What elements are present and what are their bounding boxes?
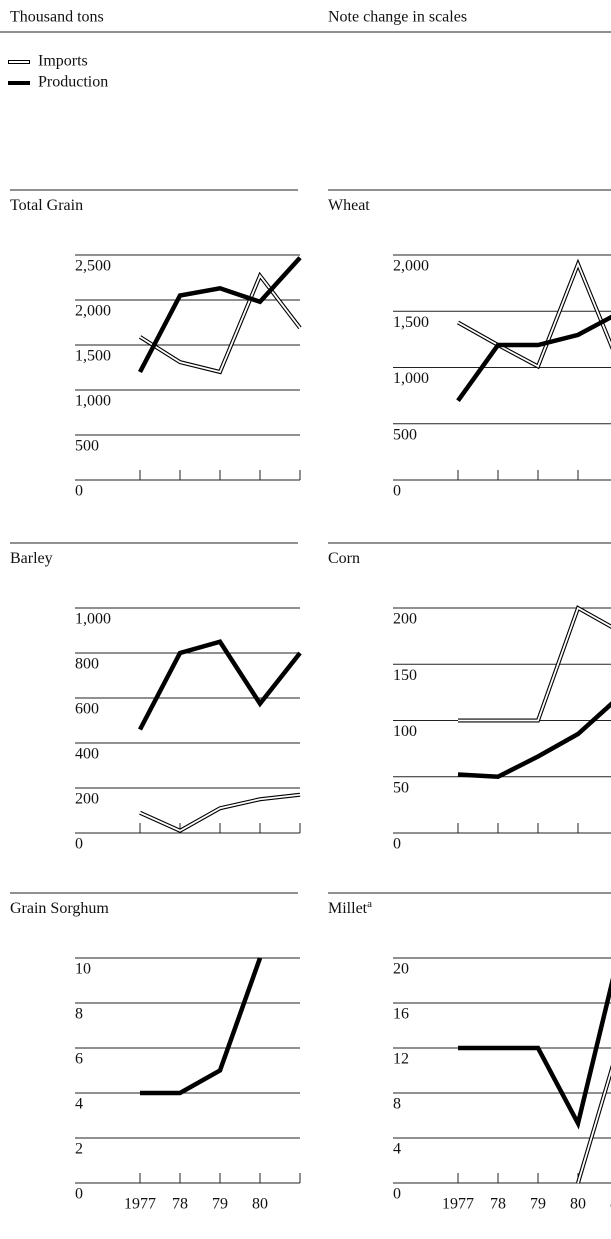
panel-title: Barley	[10, 550, 53, 567]
y-tick-label: 0	[393, 483, 401, 500]
production-line	[457, 701, 611, 780]
panel-title: Wheat	[328, 197, 370, 214]
y-tick-label: 8	[75, 1006, 83, 1023]
production-line	[138, 256, 302, 374]
y-tick-label: 1,500	[75, 348, 111, 365]
y-tick-label: 0	[75, 1186, 83, 1203]
panel-title-text: Barley	[10, 550, 53, 567]
y-tick-label: 150	[393, 667, 417, 684]
x-tick-label: 80	[570, 1196, 586, 1213]
y-tick-label: 2,000	[393, 258, 429, 275]
y-tick-label: 500	[393, 426, 417, 443]
x-tick-label: 80	[252, 1196, 268, 1213]
imports-line	[576, 1064, 611, 1184]
panel-title: Milleta	[328, 898, 372, 917]
imports-line	[457, 258, 611, 370]
y-tick-label: 2	[75, 1141, 83, 1158]
y-tick-label: 200	[75, 791, 99, 808]
legend-label: Production	[38, 74, 108, 91]
panel-title: Total Grain	[10, 197, 83, 214]
y-tick-label: 20	[393, 961, 409, 978]
y-tick-label: 500	[75, 438, 99, 455]
scale-note: Note change in scales	[328, 9, 467, 26]
y-tick-label: 16	[393, 1006, 409, 1023]
panel-title-text: Corn	[328, 550, 360, 567]
y-tick-label: 2,500	[75, 258, 111, 275]
imports-line-inner	[458, 606, 611, 722]
panel-title-text: Grain Sorghum	[10, 900, 109, 917]
y-tick-label: 0	[75, 483, 83, 500]
x-tick-label: 78	[490, 1196, 506, 1213]
x-tick-label: 79	[212, 1196, 228, 1213]
production-line	[140, 957, 263, 1096]
panel-title-text: Wheat	[328, 197, 370, 214]
y-tick-label: 2,000	[75, 303, 111, 320]
y-tick-label: 400	[75, 746, 99, 763]
y-tick-label: 4	[393, 1141, 401, 1158]
x-tick-label: 78	[172, 1196, 188, 1213]
panel-title: Grain Sorghum	[10, 900, 109, 917]
y-tick-label: 50	[393, 779, 409, 796]
y-tick-label: 10	[75, 961, 91, 978]
y-tick-label: 1,000	[393, 370, 429, 387]
x-tick-label: 1977	[442, 1196, 474, 1213]
unit-label: Thousand tons	[10, 9, 104, 26]
production-line	[458, 977, 611, 1130]
y-tick-label: 200	[393, 611, 417, 628]
panel-title-note: a	[367, 898, 372, 910]
y-tick-label: 1,500	[393, 314, 429, 331]
production-line	[456, 314, 611, 403]
panel-title-text: Millet	[328, 900, 368, 917]
y-tick-label: 1,000	[75, 611, 111, 628]
y-tick-label: 0	[75, 836, 83, 853]
x-tick-label: 79	[530, 1196, 546, 1213]
panel-title-text: Total Grain	[10, 197, 83, 214]
y-tick-label: 100	[393, 723, 417, 740]
x-tick-label: 1977	[124, 1196, 156, 1213]
legend-label: Imports	[38, 53, 88, 70]
panel-title: Corn	[328, 550, 360, 567]
production-line	[138, 639, 302, 731]
imports-line-inner	[139, 793, 301, 832]
y-tick-label: 6	[75, 1051, 83, 1068]
y-tick-label: 0	[393, 836, 401, 853]
imports-line-inner	[139, 273, 301, 374]
y-tick-label: 1,000	[75, 393, 111, 410]
y-tick-label: 4	[75, 1096, 83, 1113]
y-tick-label: 8	[393, 1096, 401, 1113]
imports-line-inner	[457, 261, 611, 368]
y-tick-label: 12	[393, 1051, 409, 1068]
imports-line-inner	[577, 1068, 611, 1184]
y-tick-label: 0	[393, 1186, 401, 1203]
y-tick-label: 800	[75, 656, 99, 673]
y-tick-label: 600	[75, 701, 99, 718]
